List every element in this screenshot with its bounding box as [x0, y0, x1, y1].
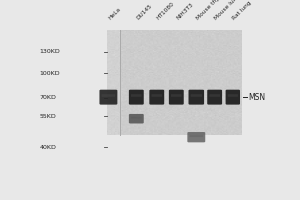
FancyBboxPatch shape	[149, 90, 164, 105]
Text: MSN: MSN	[248, 93, 265, 102]
FancyBboxPatch shape	[189, 135, 203, 137]
FancyBboxPatch shape	[129, 114, 144, 123]
FancyBboxPatch shape	[190, 94, 202, 97]
Text: 40KD: 40KD	[40, 145, 57, 150]
Text: NIH3T3: NIH3T3	[175, 2, 194, 21]
FancyBboxPatch shape	[131, 94, 142, 97]
Text: 55KD: 55KD	[40, 114, 57, 119]
Text: 130KD: 130KD	[40, 49, 61, 54]
Text: 100KD: 100KD	[40, 71, 61, 76]
FancyBboxPatch shape	[131, 117, 142, 119]
FancyBboxPatch shape	[129, 90, 144, 105]
FancyBboxPatch shape	[152, 94, 162, 97]
FancyBboxPatch shape	[209, 94, 220, 97]
FancyBboxPatch shape	[100, 90, 117, 105]
Text: Mouse thymus: Mouse thymus	[195, 0, 229, 21]
Text: DU145: DU145	[135, 3, 153, 21]
FancyBboxPatch shape	[228, 94, 238, 97]
FancyBboxPatch shape	[226, 90, 240, 105]
FancyBboxPatch shape	[207, 90, 222, 105]
FancyBboxPatch shape	[102, 94, 115, 97]
Bar	[107, 30, 120, 135]
FancyBboxPatch shape	[171, 94, 182, 97]
FancyBboxPatch shape	[188, 90, 204, 105]
Text: Mouse lung: Mouse lung	[214, 0, 241, 21]
Text: Rat lung: Rat lung	[232, 0, 253, 21]
Bar	[107, 30, 242, 135]
FancyBboxPatch shape	[169, 90, 184, 105]
Text: 70KD: 70KD	[40, 95, 57, 100]
Text: HT1080: HT1080	[156, 1, 175, 21]
FancyBboxPatch shape	[187, 132, 205, 142]
Text: HeLa: HeLa	[107, 7, 122, 21]
